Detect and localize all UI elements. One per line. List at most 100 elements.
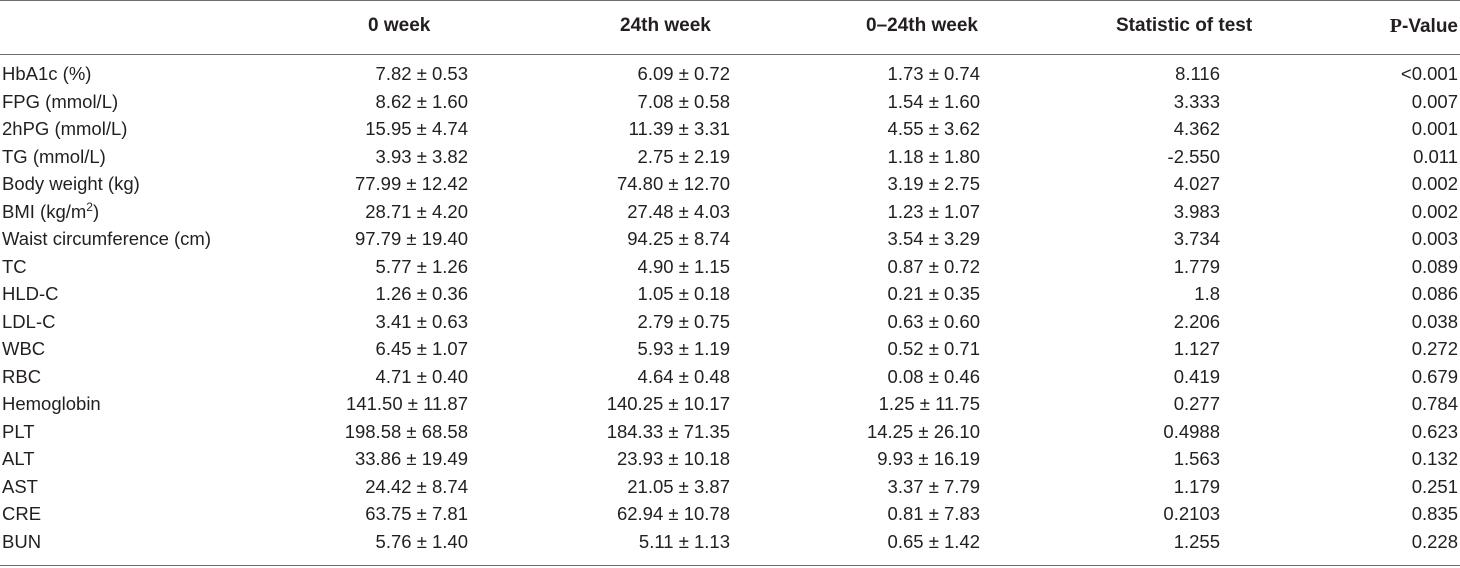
table-bottom-rule bbox=[0, 565, 1460, 566]
cell-difference: 14.25 ± 26.10 bbox=[866, 420, 980, 442]
cell-0-week: 63.75 ± 7.81 bbox=[365, 503, 468, 524]
row-label: Body weight (kg) bbox=[2, 173, 140, 194]
cell-24th-week: 62.94 ± 10.78 bbox=[616, 503, 730, 524]
cell-p-value: 0.089 bbox=[1411, 255, 1458, 277]
cell-statistic: 8.116 bbox=[1175, 63, 1220, 84]
cell-0-week: 4.71 ± 0.40 bbox=[375, 365, 468, 387]
cell-0-week: 97.79 ± 19.40 bbox=[354, 228, 468, 249]
cell-difference: 3.37 ± 7.79 bbox=[887, 475, 980, 497]
cell-statistic: 1.255 bbox=[1173, 530, 1220, 552]
cell-statistic: 2.206 bbox=[1173, 310, 1220, 332]
header-24th-week: 24th week bbox=[620, 15, 711, 36]
cell-24th-week: 6.09 ± 0.72 bbox=[637, 63, 730, 84]
cell-p-value: 0.132 bbox=[1411, 448, 1458, 469]
cell-0-week: 3.41 ± 0.63 bbox=[375, 310, 468, 332]
table-header-row: 0 week 24th week 0–24th week Statistic o… bbox=[0, 0, 1460, 54]
table-row: Hemoglobin 141.50 ± 11.87 140.25 ± 10.17… bbox=[0, 391, 1460, 419]
header-p-value: P-Value bbox=[1338, 15, 1458, 38]
cell-statistic: 0.419 bbox=[1173, 365, 1220, 387]
cell-0-week: 28.71 ± 4.20 bbox=[365, 200, 468, 222]
cell-difference: 0.87 ± 0.72 bbox=[887, 255, 980, 277]
table-row: FPG (mmol/L) 8.62 ± 1.60 7.08 ± 0.58 1.5… bbox=[0, 89, 1460, 117]
cell-0-week: 5.77 ± 1.26 bbox=[375, 255, 468, 277]
row-label: BUN bbox=[2, 530, 42, 552]
cell-24th-week: 2.75 ± 2.19 bbox=[637, 145, 730, 167]
table-row: Waist circumference (cm) 97.79 ± 19.40 9… bbox=[0, 226, 1460, 254]
row-label-suffix: ) bbox=[92, 200, 100, 222]
cell-statistic: 1.563 bbox=[1173, 448, 1220, 469]
cell-difference: 1.25 ± 11.75 bbox=[878, 393, 980, 414]
cell-statistic: -2.550 bbox=[1167, 145, 1220, 167]
cell-24th-week: 5.11 ± 1.13 bbox=[638, 530, 730, 552]
cell-statistic: 3.734 bbox=[1173, 228, 1220, 249]
cell-statistic: 1.127 bbox=[1173, 338, 1220, 359]
table-row: TG (mmol/L) 3.93 ± 3.82 2.75 ± 2.19 1.18… bbox=[0, 144, 1460, 172]
cell-p-value: 0.007 bbox=[1411, 90, 1458, 112]
cell-24th-week: 4.64 ± 0.48 bbox=[637, 365, 730, 387]
cell-0-week: 24.42 ± 8.74 bbox=[365, 475, 468, 497]
cell-p-value: 0.086 bbox=[1411, 283, 1458, 304]
cell-24th-week: 140.25 ± 10.17 bbox=[606, 393, 730, 414]
cell-difference: 0.63 ± 0.60 bbox=[887, 310, 980, 332]
cell-difference: 1.54 ± 1.60 bbox=[887, 90, 980, 112]
row-label: PLT bbox=[2, 420, 35, 442]
cell-24th-week: 23.93 ± 10.18 bbox=[616, 448, 730, 469]
cell-0-week: 141.50 ± 11.87 bbox=[346, 393, 468, 414]
cell-difference: 0.81 ± 7.83 bbox=[887, 503, 980, 524]
cell-0-week: 7.82 ± 0.53 bbox=[375, 63, 468, 84]
table-row: BMI (kg/m2) 28.71 ± 4.20 27.48 ± 4.03 1.… bbox=[0, 199, 1460, 227]
row-label: TC bbox=[2, 255, 27, 277]
cell-p-value: <0.001 bbox=[1400, 63, 1458, 84]
cell-24th-week: 5.93 ± 1.19 bbox=[637, 338, 730, 359]
cell-statistic: 1.8 bbox=[1194, 283, 1220, 304]
row-label: FPG (mmol/L) bbox=[2, 90, 119, 112]
cell-0-week: 1.26 ± 0.36 bbox=[375, 283, 468, 304]
cell-24th-week: 11.39 ± 3.31 bbox=[628, 118, 730, 139]
cell-0-week: 8.62 ± 1.60 bbox=[375, 90, 468, 112]
cell-24th-week: 2.79 ± 0.75 bbox=[637, 310, 730, 332]
cell-0-week: 198.58 ± 68.58 bbox=[344, 420, 468, 442]
cell-difference: 3.19 ± 2.75 bbox=[887, 173, 980, 194]
cell-statistic: 3.333 bbox=[1173, 90, 1220, 112]
row-label: WBC bbox=[2, 338, 46, 359]
table-row: AST 24.42 ± 8.74 21.05 ± 3.87 3.37 ± 7.7… bbox=[0, 474, 1460, 502]
cell-0-week: 77.99 ± 12.42 bbox=[354, 173, 468, 194]
cell-statistic: 0.277 bbox=[1173, 393, 1220, 414]
cell-statistic: 1.179 bbox=[1173, 475, 1220, 497]
cell-difference: 1.18 ± 1.80 bbox=[887, 145, 980, 167]
header-p-value-suffix: -Value bbox=[1402, 16, 1458, 37]
cell-24th-week: 74.80 ± 12.70 bbox=[616, 173, 730, 194]
table-header-rule bbox=[0, 54, 1460, 55]
cell-p-value: 0.679 bbox=[1411, 365, 1458, 387]
cell-difference: 0.21 ± 0.35 bbox=[887, 283, 980, 304]
cell-p-value: 0.001 bbox=[1411, 118, 1458, 139]
cell-difference: 0.52 ± 0.71 bbox=[887, 338, 980, 359]
table-row: BUN 5.76 ± 1.40 5.11 ± 1.13 0.65 ± 1.42 … bbox=[0, 529, 1460, 557]
cell-statistic: 0.2103 bbox=[1163, 503, 1220, 524]
row-label-superscript: 2 bbox=[86, 199, 93, 214]
cell-p-value: 0.272 bbox=[1411, 338, 1458, 359]
cell-0-week: 15.95 ± 4.74 bbox=[365, 118, 468, 139]
cell-difference: 9.93 ± 16.19 bbox=[877, 448, 980, 469]
cell-24th-week: 4.90 ± 1.15 bbox=[637, 255, 730, 277]
row-label: LDL-C bbox=[2, 310, 56, 332]
row-label: HbA1c (%) bbox=[2, 63, 92, 84]
table-row: TC 5.77 ± 1.26 4.90 ± 1.15 0.87 ± 0.72 1… bbox=[0, 254, 1460, 282]
header-0-24th-week: 0–24th week bbox=[866, 15, 978, 36]
table-top-rule bbox=[0, 0, 1460, 1]
cell-24th-week: 21.05 ± 3.87 bbox=[627, 475, 730, 497]
cell-24th-week: 27.48 ± 4.03 bbox=[627, 200, 730, 222]
cell-0-week: 3.93 ± 3.82 bbox=[375, 145, 468, 167]
cell-p-value: 0.011 bbox=[1413, 145, 1458, 167]
cell-difference: 4.55 ± 3.62 bbox=[887, 118, 980, 139]
cell-p-value: 0.623 bbox=[1411, 420, 1458, 442]
cell-p-value: 0.002 bbox=[1411, 200, 1458, 222]
cell-p-value: 0.003 bbox=[1411, 228, 1458, 249]
cell-24th-week: 1.05 ± 0.18 bbox=[637, 283, 730, 304]
table-row: Body weight (kg) 77.99 ± 12.42 74.80 ± 1… bbox=[0, 171, 1460, 199]
header-0-week: 0 week bbox=[368, 15, 431, 36]
table-row: WBC 6.45 ± 1.07 5.93 ± 1.19 0.52 ± 0.71 … bbox=[0, 336, 1460, 364]
table-row: LDL-C 3.41 ± 0.63 2.79 ± 0.75 0.63 ± 0.6… bbox=[0, 309, 1460, 337]
cell-p-value: 0.835 bbox=[1411, 503, 1458, 524]
cell-0-week: 33.86 ± 19.49 bbox=[354, 448, 468, 469]
